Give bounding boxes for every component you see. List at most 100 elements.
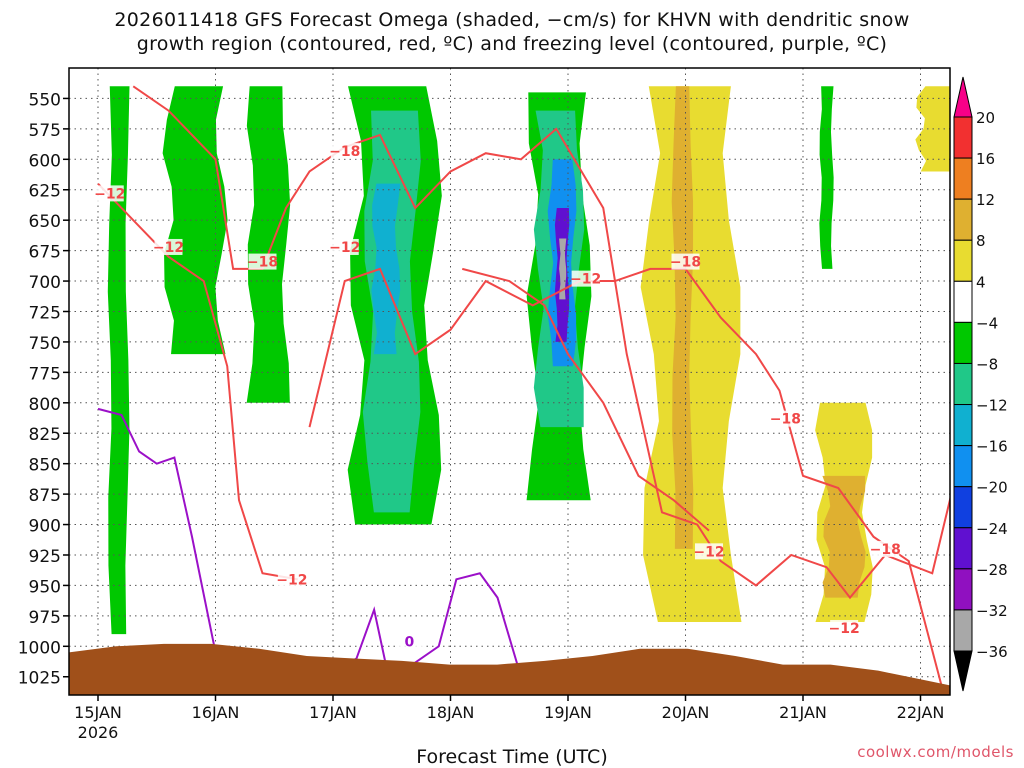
omega-region [162,86,228,355]
colorbar-label: 16 [976,150,995,168]
y-tick-label: 600 [29,151,61,171]
colorbar-label: 12 [976,191,995,209]
omega-region [671,86,694,549]
dgz-contour-label-bg [330,142,359,159]
colorbar-label: −4 [976,314,998,332]
y-tick-label: 875 [29,486,61,506]
dgz-contour-label-bg [830,620,859,637]
dgz-contour-label: −12 [329,240,360,256]
colorbar-swatch [953,239,973,282]
y-tick-label: 550 [29,90,61,110]
dgz-contour-label: −12 [153,240,184,256]
omega-shading [107,86,950,635]
colorbar-label: −20 [976,479,1008,497]
colorbar-label: 4 [976,273,986,291]
y-tick-label: 975 [29,608,61,628]
y-tick-label: 925 [29,547,61,567]
y-tick-label: 1025 [18,669,61,689]
plot-frame [68,67,951,696]
colorbar-swatch [953,157,973,200]
colorbar-bottom-arrow [953,650,973,692]
dgz-contour-label-bg [871,540,900,557]
dgz-contour-label-bg [571,270,600,287]
y-axis: 550 575 600 625 650 675 700 725 750 775 800 825 850 8… [18,90,69,689]
omega-region [107,86,130,635]
x-tick-label: 18JAN [427,703,475,722]
y-tick-label: 575 [29,121,61,141]
omega-region [246,86,291,403]
dgz-contour [461,267,710,532]
x-tick-sublabel: 2026 [78,723,119,742]
credit-link[interactable]: coolwx.com/models [857,743,1014,761]
colorbar-swatch [953,527,973,570]
colorbar-swatch [953,486,973,529]
colorbar-top-arrow [953,76,973,118]
colorbar-label: −28 [976,561,1008,579]
dgz-contour-label-bg [248,253,277,270]
y-tick-label: 775 [29,364,61,384]
colorbar-swatch [953,198,973,241]
terrain-fill [69,643,950,695]
dgz-contour-label: −18 [247,255,278,271]
omega-region [819,86,834,269]
colorbar-label: 8 [976,232,986,250]
y-tick-label: 825 [29,425,61,445]
freezing-level-label-bg [395,633,424,650]
y-tick-label: 900 [29,517,61,537]
colorbar-label: −36 [976,643,1008,661]
y-tick-label: 675 [29,243,61,263]
dgz-contour-label-bg [771,410,800,427]
colorbar-swatch [953,445,973,488]
dgz-contour-label: −18 [329,144,360,160]
dgz-contour-label-bg [154,238,183,255]
colorbar-label: −16 [976,438,1008,456]
y-tick-label: 650 [29,212,61,232]
dgz-contour-label: −12 [94,186,125,202]
y-tick-label: 625 [29,182,61,202]
colorbar-swatch [953,404,973,447]
colorbar-label: −12 [976,397,1008,415]
colorbar-swatch [953,280,973,323]
omega-region [822,475,866,598]
dgz-contour-label-bg [695,543,723,560]
y-tick-label: 725 [29,303,61,323]
y-tick-label: 950 [29,577,61,597]
colorbar-label: 20 [976,109,995,127]
dgz-contour-label-bg [95,185,124,202]
omega-region [640,86,742,622]
omega-region [559,238,567,300]
dgz-contour [308,267,945,695]
y-tick-label: 1000 [18,638,61,658]
x-tick-label: 16JAN [192,703,240,722]
dgz-contour [97,182,298,581]
x-axis-label: Forecast Time (UTC) [416,746,608,768]
dgz-contour [132,85,950,600]
y-tick-label: 750 [29,334,61,354]
dgz-contour-label-bg [277,571,306,588]
dgz-contour-label: −12 [829,621,860,637]
title-line-2: growth region (contoured, red, ºC) and f… [136,33,888,55]
colorbar-swatch [953,609,973,652]
dgz-contour-label: −18 [770,412,801,428]
x-tick-label: 17JAN [309,703,357,722]
x-tick-label: 19JAN [544,703,592,722]
x-tick-label: 21JAN [779,703,827,722]
y-tick-label: 800 [29,395,61,415]
dgz-contour-label: −18 [870,542,901,558]
colorbar: 20 16 12 8 4 −4 −8 −12 −16 −20 −24 −28 −32 −36 [953,76,1008,692]
colorbar-swatch [953,116,973,159]
y-tick-label: 700 [29,273,61,293]
colorbar-swatch [953,568,973,611]
chart-title: 2026011418 GFS Forecast Omega (shaded, −… [0,8,1024,56]
colorbar-label: −8 [976,355,998,373]
colorbar-swatch [953,362,973,406]
x-tick-label: 22JAN [897,703,945,722]
dgz-contour-label: −12 [693,544,724,560]
x-tick-label: 15JAN [74,703,122,722]
title-line-1: 2026011418 GFS Forecast Omega (shaded, −… [114,9,910,31]
x-tick-label: 20JAN [662,703,710,722]
dgz-contour-label: −12 [570,272,601,288]
colorbar-swatch [953,321,973,364]
